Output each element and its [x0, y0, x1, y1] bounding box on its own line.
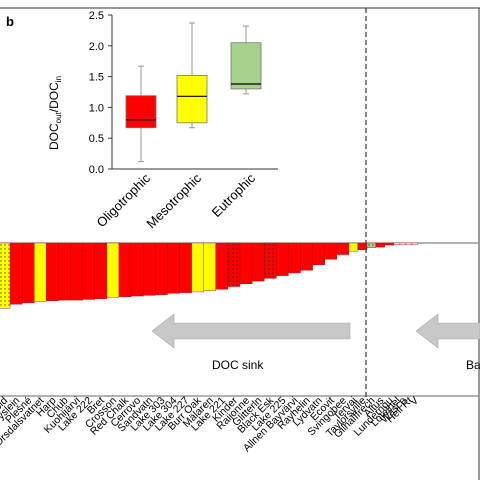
lake-bar-chart: GoldGysleinPlešnéØrsdalsvatnetHarpChubKu… — [0, 242, 478, 454]
inset-y-tick-label: 1.0 — [89, 102, 104, 114]
lake-bar — [348, 242, 359, 252]
doc-source-arrow — [415, 313, 480, 349]
lake-bar — [106, 242, 120, 298]
lake-bar — [251, 242, 265, 282]
lake-bar — [9, 242, 23, 305]
box-eutrophic — [230, 25, 262, 95]
lake-bar — [393, 242, 401, 245]
inset-category-label: Mesotrophic — [143, 170, 204, 231]
lake-bar — [82, 242, 95, 300]
lake-bar — [264, 242, 277, 279]
lake-bar — [46, 242, 59, 301]
lake-label: Gold — [0, 395, 10, 419]
lake-bar — [155, 242, 168, 295]
lake-bar — [94, 242, 108, 299]
inset-y-label: DOCout/DOCin — [47, 76, 63, 150]
box-oligotrophic — [125, 65, 157, 163]
lake-bar — [215, 242, 229, 290]
lake-bar — [239, 242, 253, 284]
lake-bar — [324, 242, 338, 260]
lake-bar — [191, 242, 204, 293]
lake-bar — [357, 242, 368, 251]
lake-bar — [384, 242, 395, 246]
doc-sink-arrow — [151, 313, 351, 349]
lake-bar — [179, 242, 192, 293]
lake-bar — [366, 242, 377, 248]
lake-bar — [0, 242, 11, 309]
inset-y-tick-label: 0.0 — [89, 164, 104, 176]
box-iqr — [176, 74, 208, 124]
inset-y-tick-label: 1.5 — [89, 72, 104, 84]
lake-bar — [375, 242, 386, 248]
lake-bar — [300, 242, 313, 271]
box-mesotrophic — [176, 22, 208, 129]
lake-bar — [70, 242, 83, 301]
inset-y-tick-label: 2.5 — [89, 10, 104, 22]
lake-bar — [22, 242, 35, 304]
inset-y-tick-label: 2.0 — [89, 41, 104, 53]
lake-bar — [58, 242, 71, 301]
lake-bar — [142, 242, 156, 296]
inset-boxplot: DOCout/DOCin 0.00.51.01.52.02.5 Oligotro… — [47, 10, 278, 231]
lake-bar — [227, 242, 241, 287]
lake-bar — [118, 242, 132, 297]
lake-bar — [405, 242, 413, 245]
lake-bar — [288, 242, 301, 274]
doc-sink-label: DOC sink — [212, 358, 264, 372]
box-iqr — [125, 95, 157, 129]
lake-bar — [312, 242, 325, 265]
inset-y-tick-label: 0.5 — [89, 133, 104, 145]
doc-source-label: Ba — [466, 358, 480, 372]
inset-category-label: Eutrophic — [209, 170, 259, 220]
box-iqr — [230, 42, 262, 90]
lake-bar — [399, 242, 407, 245]
lake-bar — [276, 242, 289, 276]
lake-bar — [167, 242, 180, 294]
lake-bar — [34, 242, 47, 302]
panel-label: b — [6, 14, 14, 29]
lake-bar — [336, 242, 350, 255]
lake-bar — [411, 242, 419, 245]
lake-bar — [130, 242, 144, 297]
lake-bar — [203, 242, 216, 291]
